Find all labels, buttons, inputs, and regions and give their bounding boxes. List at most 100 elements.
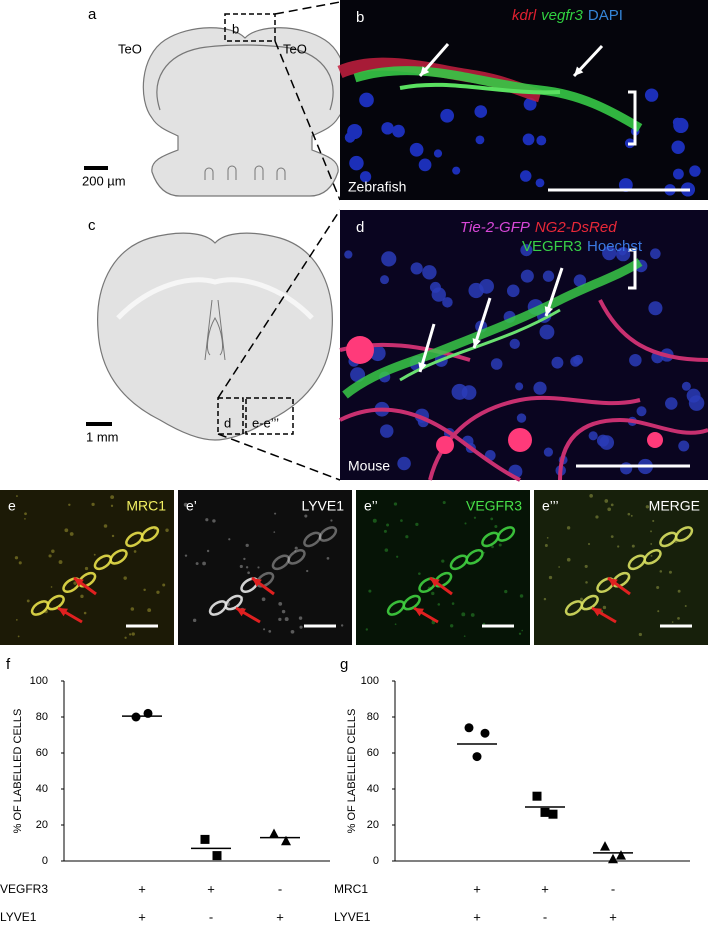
y-tick-label: 0 [42, 855, 48, 867]
data-point [608, 853, 618, 864]
inset-label: b [232, 21, 239, 36]
speckle [566, 526, 571, 530]
scale-label: 1 mm [86, 429, 119, 444]
zoom-line [217, 433, 341, 481]
speckle [205, 518, 209, 522]
speckle [504, 589, 508, 594]
arrow-head [414, 608, 424, 617]
stain-name: Hoechst [587, 238, 643, 255]
speckle [110, 504, 114, 507]
stain-name: LYVE1 [301, 498, 344, 514]
stain-name: Tie-2-GFP [460, 219, 530, 236]
stain-name: VEGFR3 [466, 498, 522, 514]
cell [402, 594, 421, 611]
speckle [490, 517, 494, 521]
nucleus [516, 413, 527, 423]
speckle [645, 505, 650, 509]
speckle [129, 633, 132, 636]
speckle [544, 544, 548, 547]
row-sign: + [473, 909, 481, 924]
nucleus [536, 135, 547, 146]
speckle [51, 549, 55, 554]
nucleus [452, 166, 461, 175]
cell [140, 526, 160, 542]
nucleus [468, 282, 484, 299]
arrow-head [592, 608, 602, 617]
speckle [143, 588, 146, 592]
nucleus [672, 117, 683, 127]
zoom-line [274, 1, 341, 15]
speckle [124, 636, 127, 639]
speckle [602, 605, 607, 610]
nucleus [519, 170, 532, 182]
speckle [418, 572, 421, 575]
nucleus [629, 353, 642, 367]
nucleus [618, 247, 627, 256]
speckle [16, 495, 18, 498]
nucleus [397, 456, 411, 471]
stain-name: MERGE [649, 498, 700, 514]
panel-label: e’’’ [542, 498, 559, 514]
inset-box [224, 13, 276, 42]
nucleus [418, 158, 432, 172]
nucleus [347, 123, 363, 140]
speckle [386, 523, 390, 527]
speckle [463, 635, 466, 638]
y-axis-title: % OF LABELLED CELLS [12, 709, 24, 834]
speckle [668, 570, 672, 574]
arrow-head [74, 578, 84, 587]
speckle [131, 632, 135, 636]
speckle [519, 594, 524, 598]
speckle [195, 562, 199, 566]
speckle [584, 564, 588, 568]
y-tick-label: 100 [361, 675, 379, 687]
blood-vessel [598, 299, 708, 362]
inset-label: d [224, 415, 231, 430]
brain-outline [142, 27, 348, 197]
stain-name: kdrl [512, 7, 537, 24]
speckle [14, 556, 19, 560]
row-sign: - [209, 909, 213, 924]
row-name: VEGFR3 [0, 882, 48, 896]
speckle [245, 566, 249, 569]
y-tick-label: 40 [36, 783, 48, 795]
pericyte [647, 432, 663, 448]
speckle [306, 569, 309, 573]
bracket [628, 90, 637, 146]
speckle [239, 564, 243, 569]
nucleus [410, 262, 423, 275]
speckle [677, 616, 680, 620]
speckle [431, 591, 435, 596]
speckle [437, 603, 441, 606]
speckle [212, 519, 216, 523]
speckle [548, 575, 553, 580]
speckle [15, 618, 18, 621]
nucleus [442, 297, 453, 308]
speckle [273, 531, 276, 533]
nucleus [665, 397, 678, 410]
speckle [245, 543, 249, 548]
micrograph [356, 490, 530, 645]
data-point [269, 828, 279, 838]
nucleus [686, 388, 701, 403]
speckle [243, 557, 246, 561]
pericyte [436, 436, 454, 454]
speckle [431, 620, 436, 625]
y-tick-label: 40 [367, 783, 379, 795]
nucleus [523, 97, 537, 111]
cell [303, 531, 322, 548]
speckle [580, 597, 583, 601]
speckle [684, 605, 687, 608]
panel-label: e [8, 498, 16, 514]
scale-label: 200 µm [82, 173, 126, 188]
stain-name: vegfr3 [541, 7, 583, 24]
speckle [451, 602, 455, 605]
nucleus [588, 431, 598, 441]
speckle [73, 581, 77, 585]
speckle [383, 529, 387, 533]
speckle [183, 502, 188, 507]
speckle [659, 570, 663, 573]
nucleus [681, 381, 691, 391]
panel-label: d [356, 219, 364, 236]
nucleus [409, 142, 424, 157]
